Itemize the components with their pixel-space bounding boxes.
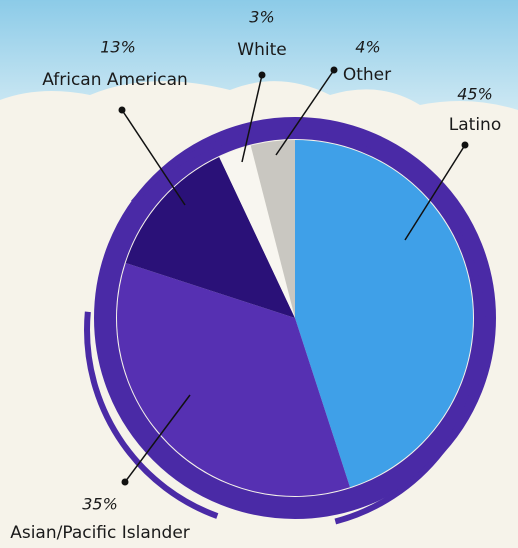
leader-dot <box>118 106 126 114</box>
leader-line <box>121 109 186 206</box>
value-label: 45% <box>457 85 493 104</box>
labels: 45% Latino 35% Asian/Pacific Islander 13% Afr… <box>10 8 501 544</box>
pie-slice <box>295 140 473 488</box>
leader-dot <box>121 478 129 486</box>
leader-line <box>241 74 263 163</box>
pie-slice <box>250 140 295 318</box>
leader-dot <box>461 141 469 149</box>
leader-dot <box>330 66 338 74</box>
pie-slice <box>117 262 351 496</box>
value-label: 3% <box>249 8 274 27</box>
category-label: African American <box>42 70 188 90</box>
category-label: Other <box>343 65 391 85</box>
value-label: 4% <box>355 38 380 57</box>
pie-slice <box>125 156 295 318</box>
leader-line <box>124 394 191 483</box>
value-label: 35% <box>82 495 118 514</box>
category-label: Asian/Pacific Islander <box>10 523 190 543</box>
pie-slice <box>219 145 295 318</box>
pie <box>117 140 473 496</box>
category-label: Latino <box>449 115 501 135</box>
value-label: 13% <box>100 38 136 57</box>
sky <box>0 0 518 110</box>
leader-dot <box>258 71 266 79</box>
leader-line <box>404 144 466 241</box>
category-label: White <box>237 40 286 60</box>
leader-line <box>275 69 335 156</box>
brush-stroke <box>84 129 486 531</box>
